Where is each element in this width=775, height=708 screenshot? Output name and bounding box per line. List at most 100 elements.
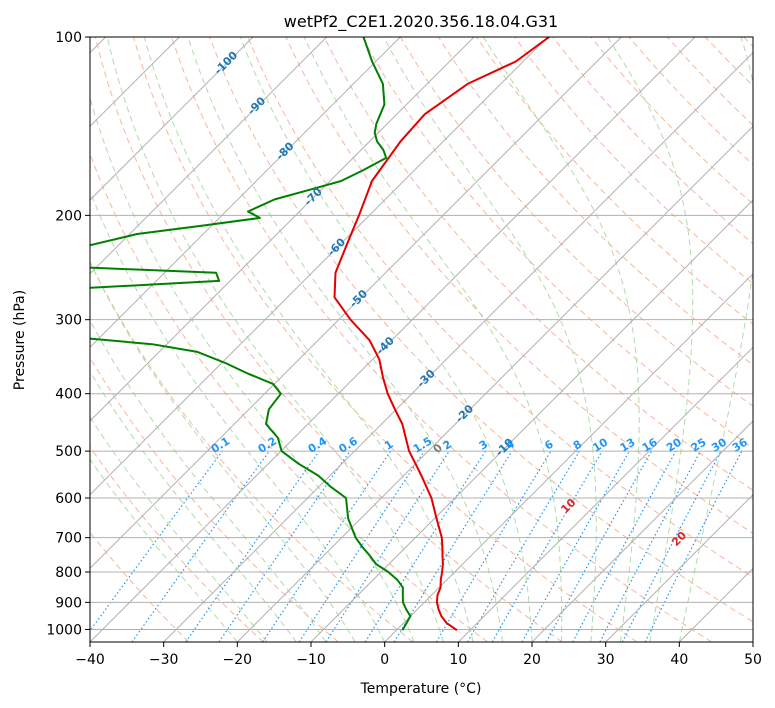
isotherm-line <box>90 37 475 422</box>
dry-adiabat-line <box>552 37 753 245</box>
mixing-ratio-label: 0.6 <box>337 434 361 456</box>
isotherm-line <box>90 37 401 349</box>
moist-adiabat-line <box>90 260 356 642</box>
dry-adiabat-line <box>437 37 753 366</box>
mixing-ratio-line <box>364 450 486 642</box>
mixing-ratio-label: 0.4 <box>306 434 330 456</box>
dry-adiabat-label: 10 <box>558 496 578 516</box>
dry-adiabat-line <box>90 152 488 642</box>
dry-adiabat-line <box>132 37 638 642</box>
isotherm-label: -30 <box>414 367 437 390</box>
mixing-ratio-line <box>298 450 425 642</box>
mixing-ratio-line <box>218 450 351 642</box>
moist-adiabats <box>90 37 753 642</box>
y-tick-label: 100 <box>55 30 82 46</box>
isotherm-line <box>752 641 753 642</box>
mixing-ratio-line <box>545 450 653 642</box>
dry-adiabat-line <box>90 446 264 642</box>
moist-adiabat-line <box>90 189 386 642</box>
dry-adiabat-line <box>209 37 753 623</box>
mixing-ratio-label: 36 <box>730 435 750 454</box>
isotherm-label: -80 <box>273 139 296 162</box>
isotherm-line <box>531 420 753 642</box>
mixing-ratio-line <box>466 450 580 642</box>
moist-adiabat-line <box>239 37 533 642</box>
isotherm-line <box>457 346 753 642</box>
x-tick-label: −30 <box>149 652 179 668</box>
sounding-series <box>90 37 550 632</box>
y-tick-label: 700 <box>55 531 82 547</box>
moist-adiabat-line <box>678 37 753 642</box>
mixing-ratio-label: 3 <box>477 438 490 453</box>
mixing-ratio-line <box>262 450 392 642</box>
isotherm-line <box>90 37 254 201</box>
moist-adiabat-line <box>482 37 640 642</box>
dry-adiabat-line <box>90 356 339 642</box>
mixing-ratio-labels: 0.1 0.2 0.4 0.6 1 1.5 2 3 4 6 8 10 13 16 20 25 30 36 <box>209 434 750 456</box>
isotherm-line <box>384 272 753 642</box>
dry-adiabat-line <box>323 37 753 491</box>
dewpoint-profile <box>90 37 412 631</box>
x-tick-label: 10 <box>449 652 467 668</box>
dry-adiabat-line <box>476 37 753 325</box>
moist-adiabat-line <box>90 319 327 642</box>
mixing-ratio-label: 16 <box>640 435 660 454</box>
mixing-ratio-line <box>325 450 450 642</box>
mixing-ratio-line <box>90 450 223 632</box>
mixing-ratio-line <box>131 450 270 642</box>
x-tick-label: 50 <box>744 652 762 668</box>
mixing-ratio-line <box>599 450 702 642</box>
moist-adiabat-line <box>303 37 563 642</box>
isotherm-line <box>605 493 753 642</box>
moist-adiabat-line <box>90 458 238 642</box>
mixing-ratio-label: 30 <box>709 435 729 454</box>
y-tick-label: 800 <box>55 565 82 581</box>
y-tick-label: 400 <box>55 387 82 403</box>
x-axis-label: Temperature (°C) <box>360 681 482 697</box>
mixing-ratio-label: 8 <box>571 438 584 453</box>
moist-adiabat-line <box>383 37 597 642</box>
x-tick-label: −10 <box>296 652 326 668</box>
dry-adiabat-line <box>247 37 753 578</box>
isotherm-line <box>90 37 328 275</box>
dry-adiabat-line <box>90 260 414 642</box>
mixing-ratio-lines <box>90 450 743 642</box>
dry-adiabat-label: 20 <box>669 529 689 549</box>
dry-adiabat-line <box>666 37 753 126</box>
y-axis-label: Pressure (hPa) <box>12 290 28 390</box>
isotherm-line <box>90 37 622 570</box>
isotherm-label: -70 <box>302 185 325 208</box>
isotherm-label: -20 <box>453 402 476 425</box>
dry-adiabat-line <box>743 37 753 48</box>
y-axis-ticks: 100 200 300 400 500 600 700 800 900 1000 <box>46 30 90 638</box>
isotherm-line <box>90 37 549 496</box>
y-tick-label: 200 <box>55 208 82 224</box>
isotherm-label: -50 <box>347 287 370 310</box>
x-tick-label: 40 <box>670 652 688 668</box>
dry-adiabat-line <box>704 37 753 87</box>
moist-adiabat-line <box>187 37 503 642</box>
dry-adiabat-line <box>285 37 753 535</box>
y-tick-label: 600 <box>55 491 82 507</box>
mixing-ratio-line <box>521 450 631 642</box>
moist-adiabat-line <box>90 370 297 642</box>
moist-adiabat-line <box>90 416 268 642</box>
mixing-ratio-label: 1.5 <box>411 434 434 455</box>
mixing-ratio-label: 6 <box>542 437 556 452</box>
mixing-ratio-label: 0.1 <box>209 434 232 455</box>
temperature-profile <box>333 37 550 632</box>
isotherm-label: -90 <box>245 94 268 117</box>
dry-adiabat-line <box>514 37 753 285</box>
moist-adiabat-line <box>143 37 474 642</box>
y-tick-label: 500 <box>55 444 82 460</box>
mixing-ratio-line <box>572 450 677 642</box>
x-tick-label: 30 <box>597 652 615 668</box>
isotherm-line <box>236 125 753 642</box>
dry-adiabat-line <box>94 37 563 642</box>
grid-lines <box>90 37 753 630</box>
moist-adiabat-line <box>607 37 694 642</box>
x-tick-label: −20 <box>223 652 253 668</box>
y-tick-label: 1000 <box>46 622 82 638</box>
